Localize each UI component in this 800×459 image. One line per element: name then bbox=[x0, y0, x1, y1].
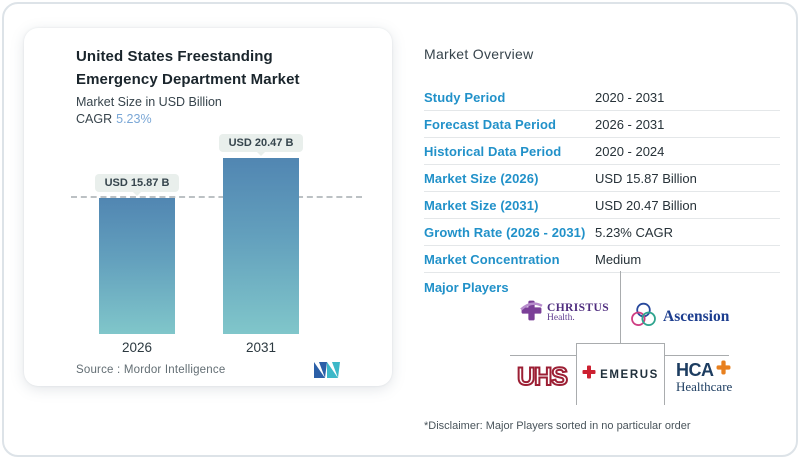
cagr-value: 5.23% bbox=[116, 112, 152, 126]
row-value: 2026 - 2031 bbox=[595, 116, 665, 132]
table-row: Historical Data Period 2020 - 2024 bbox=[424, 138, 780, 165]
ascension-logo: Ascension bbox=[630, 302, 729, 332]
christus-line2: Health. bbox=[547, 313, 575, 324]
threshold-line bbox=[71, 196, 362, 198]
christus-health-logo: CHRISTUS Health. bbox=[520, 299, 609, 327]
bar-2031 bbox=[223, 158, 299, 334]
row-label: Market Size (2026) bbox=[424, 170, 539, 186]
emerus-box: EMERUS bbox=[576, 343, 665, 405]
row-value: 5.23% CAGR bbox=[595, 224, 674, 240]
row-label: Market Concentration bbox=[424, 251, 560, 267]
value-badge-2026: USD 15.87 B bbox=[94, 174, 180, 192]
uhs-logo: UHS bbox=[506, 362, 578, 392]
row-label: Study Period bbox=[424, 89, 506, 105]
cagr-line: CAGR 5.23% bbox=[76, 112, 356, 126]
christus-line1: CHRISTUS bbox=[547, 301, 609, 314]
cagr-label: CAGR bbox=[76, 112, 113, 126]
source-text: Source : Mordor Intelligence bbox=[76, 364, 226, 376]
mordor-intelligence-logo-icon bbox=[314, 361, 340, 382]
diagram-horizontal-line-right bbox=[665, 355, 729, 356]
table-row: Market Concentration Medium bbox=[424, 246, 780, 273]
hca-wordmark: HCA bbox=[676, 359, 714, 380]
overview-table: Study Period 2020 - 2031 Forecast Data P… bbox=[424, 84, 780, 273]
table-row: Forecast Data Period 2026 - 2031 bbox=[424, 111, 780, 138]
row-value: USD 15.87 Billion bbox=[595, 170, 697, 186]
purple-cross-icon bbox=[520, 299, 543, 327]
bar-chart: USD 15.87 B USD 20.47 B 2026 2031 bbox=[71, 128, 366, 355]
row-value: Medium bbox=[595, 251, 642, 267]
x-tick-2026: 2026 bbox=[121, 340, 153, 355]
hca-subtext: Healthcare bbox=[676, 379, 733, 394]
ascension-wordmark: Ascension bbox=[663, 308, 730, 325]
bar-2026 bbox=[99, 198, 175, 334]
trinity-knot-icon bbox=[630, 302, 657, 332]
row-value: 2020 - 2031 bbox=[595, 89, 665, 105]
bar-column-2026: USD 15.87 B bbox=[94, 174, 180, 334]
row-label: Forecast Data Period bbox=[424, 116, 557, 132]
row-label: Historical Data Period bbox=[424, 143, 562, 159]
chart-title: United States Freestanding Emergency Dep… bbox=[76, 48, 300, 88]
orange-cross-icon bbox=[716, 360, 731, 379]
table-row: Growth Rate (2026 - 2031) 5.23% CAGR bbox=[424, 219, 780, 246]
chart-subtitle: Market Size in USD Billion bbox=[76, 95, 222, 109]
market-overview-panel: Market Overview Study Period 2020 - 2031… bbox=[420, 0, 792, 459]
diagram-vertical-line bbox=[620, 271, 621, 343]
red-cross-icon bbox=[582, 365, 596, 384]
disclaimer-text: *Disclaimer: Major Players sorted in no … bbox=[424, 420, 691, 432]
row-label: Market Size (2031) bbox=[424, 197, 539, 213]
x-tick-2031: 2031 bbox=[245, 340, 277, 355]
table-row: Study Period 2020 - 2031 bbox=[424, 84, 780, 111]
christus-wordmark: CHRISTUS Health. bbox=[547, 302, 609, 324]
hca-healthcare-logo: HCA Healthcare bbox=[676, 359, 733, 394]
emerus-wordmark: EMERUS bbox=[600, 368, 659, 381]
table-row: Market Size (2026) USD 15.87 Billion bbox=[424, 165, 780, 192]
market-summary-card: United States Freestanding Emergency Dep… bbox=[24, 28, 392, 386]
table-row: Market Size (2031) USD 20.47 Billion bbox=[424, 192, 780, 219]
row-label: Growth Rate (2026 - 2031) bbox=[424, 224, 586, 240]
diagram-horizontal-line-left bbox=[510, 355, 576, 356]
panel-heading: Market Overview bbox=[424, 46, 534, 62]
emerus-logo: EMERUS bbox=[582, 365, 659, 384]
value-badge-2031: USD 20.47 B bbox=[218, 134, 304, 152]
row-value: USD 20.47 Billion bbox=[595, 197, 697, 213]
uhs-wordmark: UHS bbox=[516, 362, 569, 392]
card-header: United States Freestanding Emergency Dep… bbox=[76, 46, 356, 126]
source-row: Source : Mordor Intelligence bbox=[76, 362, 356, 378]
bar-column-2031: USD 20.47 B bbox=[218, 134, 304, 334]
major-players-label: Major Players bbox=[424, 280, 509, 295]
row-value: 2020 - 2024 bbox=[595, 143, 665, 159]
